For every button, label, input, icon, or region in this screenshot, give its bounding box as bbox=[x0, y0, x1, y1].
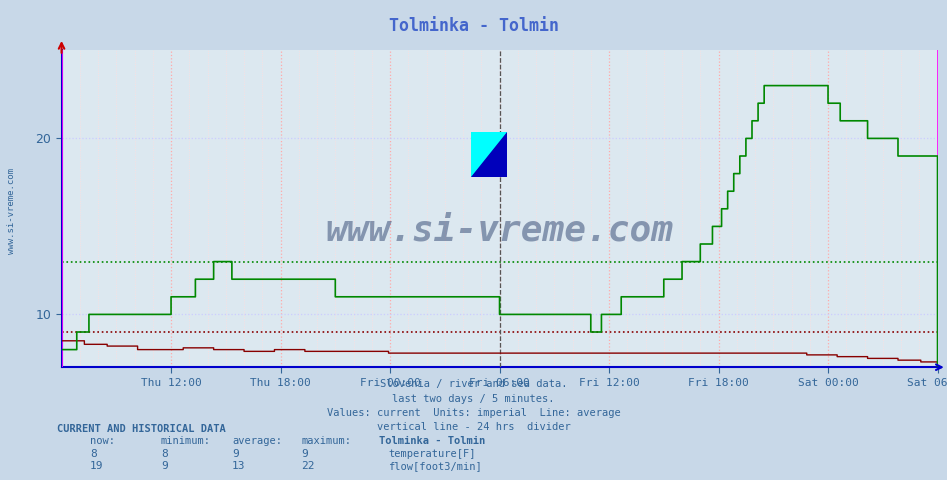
Text: now:: now: bbox=[90, 436, 115, 446]
Text: vertical line - 24 hrs  divider: vertical line - 24 hrs divider bbox=[377, 422, 570, 432]
Text: average:: average: bbox=[232, 436, 282, 446]
Text: 9: 9 bbox=[232, 449, 239, 459]
Text: Values: current  Units: imperial  Line: average: Values: current Units: imperial Line: av… bbox=[327, 408, 620, 418]
Text: 9: 9 bbox=[161, 461, 168, 471]
Text: Tolminka - Tolmin: Tolminka - Tolmin bbox=[379, 436, 485, 446]
Text: www.si-vreme.com: www.si-vreme.com bbox=[7, 168, 16, 254]
Text: CURRENT AND HISTORICAL DATA: CURRENT AND HISTORICAL DATA bbox=[57, 424, 225, 434]
Text: www.si-vreme.com: www.si-vreme.com bbox=[326, 214, 673, 248]
Text: 8: 8 bbox=[161, 449, 168, 459]
Text: flow[foot3/min]: flow[foot3/min] bbox=[388, 461, 482, 471]
Text: 22: 22 bbox=[301, 461, 314, 471]
Text: minimum:: minimum: bbox=[161, 436, 211, 446]
Text: maximum:: maximum: bbox=[301, 436, 351, 446]
Text: 9: 9 bbox=[301, 449, 308, 459]
Text: temperature[F]: temperature[F] bbox=[388, 449, 475, 459]
Text: 8: 8 bbox=[90, 449, 97, 459]
Polygon shape bbox=[472, 132, 508, 177]
Text: 13: 13 bbox=[232, 461, 245, 471]
Text: Tolminka - Tolmin: Tolminka - Tolmin bbox=[388, 17, 559, 35]
Text: last two days / 5 minutes.: last two days / 5 minutes. bbox=[392, 394, 555, 404]
Text: 19: 19 bbox=[90, 461, 103, 471]
Polygon shape bbox=[472, 132, 508, 177]
Text: Slovenia / river and sea data.: Slovenia / river and sea data. bbox=[380, 379, 567, 389]
